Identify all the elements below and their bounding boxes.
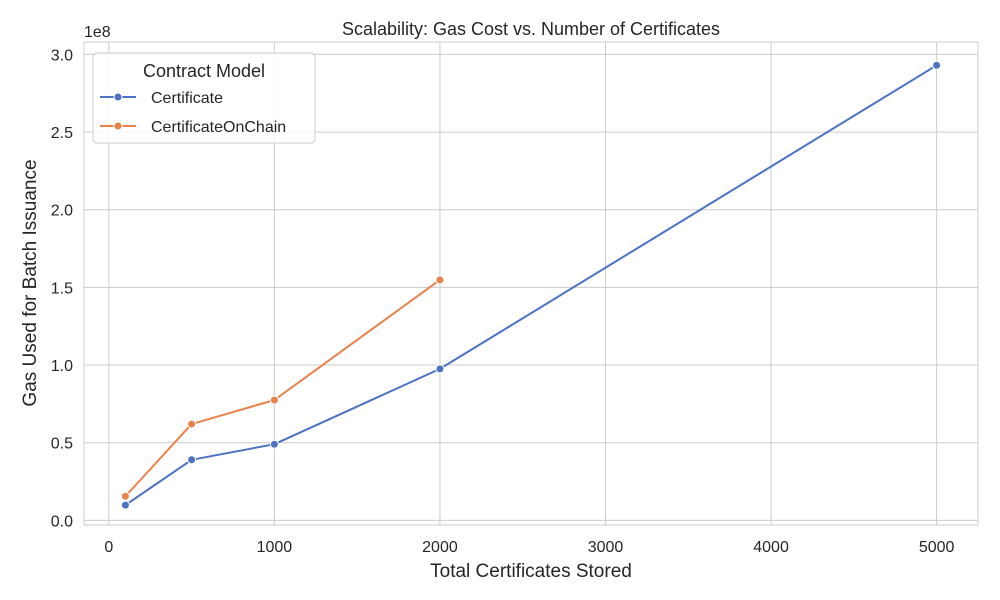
- data-point: [269, 439, 279, 449]
- x-tick-label: 1000: [257, 539, 293, 556]
- x-tick-label: 3000: [588, 539, 624, 556]
- y-axis-label: Gas Used for Batch Issuance: [20, 159, 41, 406]
- legend-label: Certificate: [151, 90, 223, 107]
- series-lines: [120, 60, 942, 510]
- data-point: [187, 419, 197, 429]
- y-tick-label: 2.5: [51, 125, 73, 142]
- y-tick-label: 0.5: [51, 436, 73, 453]
- legend-title: Contract Model: [143, 61, 265, 81]
- series-certificateonchain: [120, 275, 445, 501]
- data-point: [187, 455, 197, 465]
- legend-label: CertificateOnChain: [151, 119, 286, 136]
- x-tick-label: 5000: [919, 539, 955, 556]
- x-tick-label: 4000: [753, 539, 789, 556]
- x-tick-label: 0: [104, 539, 113, 556]
- data-point: [120, 500, 130, 510]
- y-tick-label: 3.0: [51, 47, 73, 64]
- y-tick-label: 1.0: [51, 358, 73, 375]
- y-tick-label: 1.5: [51, 280, 73, 297]
- legend: Contract Model Certificate CertificateOnC…: [92, 52, 316, 144]
- data-point: [269, 395, 279, 405]
- data-point: [932, 60, 942, 70]
- y-axis-offset-label: 1e8: [84, 24, 111, 41]
- x-axis-ticks: 0 1000 2000 3000 4000 5000: [104, 539, 954, 556]
- x-axis-label: Total Certificates Stored: [430, 561, 632, 582]
- series-certificate: [120, 60, 942, 510]
- legend-item: CertificateOnChain: [100, 119, 286, 136]
- data-point: [435, 275, 445, 285]
- legend-swatch-marker: [113, 92, 123, 102]
- x-tick-label: 2000: [422, 539, 458, 556]
- legend-box: [92, 52, 316, 144]
- legend-items: Certificate CertificateOnChain: [100, 90, 286, 136]
- legend-swatch-marker: [113, 121, 123, 131]
- series-line: [124, 278, 441, 498]
- legend-item: Certificate: [100, 90, 223, 107]
- y-axis-ticks: 0.0 0.5 1.0 1.5 2.0 2.5 3.0: [51, 47, 73, 530]
- data-point: [435, 364, 445, 374]
- data-point: [120, 491, 130, 501]
- y-tick-label: 2.0: [51, 203, 73, 220]
- plot-frame: [83, 41, 979, 526]
- chart-title: Scalability: Gas Cost vs. Number of Cert…: [342, 19, 720, 39]
- y-tick-label: 0.0: [51, 513, 73, 530]
